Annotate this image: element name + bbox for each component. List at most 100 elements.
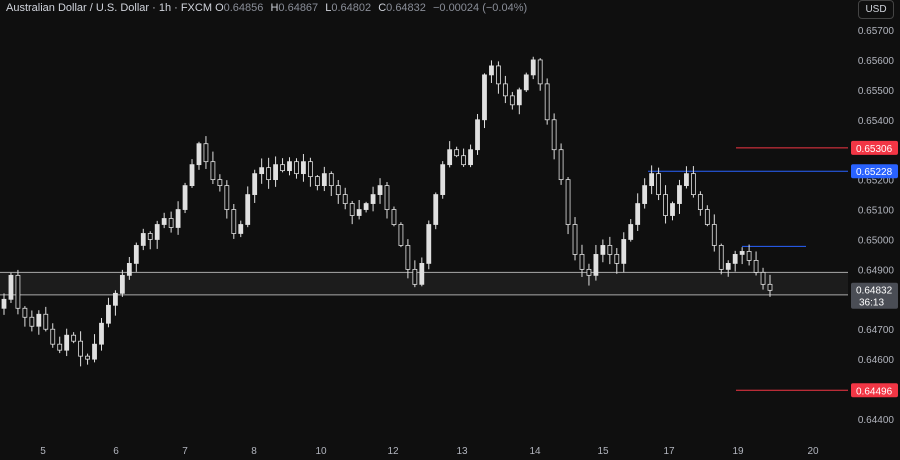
candle-body: [642, 185, 648, 204]
candle-body: [133, 245, 139, 264]
candle-body: [593, 254, 599, 276]
candle-body: [106, 304, 111, 324]
candle-body: [231, 209, 237, 234]
candle-body: [412, 268, 418, 285]
candle-body: [454, 149, 460, 157]
high-value: 0.64867: [278, 2, 319, 14]
candle-body: [760, 271, 766, 285]
candle-body: [537, 59, 543, 85]
candle-body: [307, 161, 313, 178]
candle-body: [426, 224, 432, 264]
chart-legend: Australian Dollar / U.S. Dollar · 1h · F…: [6, 2, 531, 14]
close-label: C: [378, 2, 387, 14]
candle-body: [572, 224, 578, 255]
candle-body: [36, 313, 42, 327]
candle-body: [182, 185, 188, 210]
candle-body: [196, 143, 202, 166]
candle-body: [71, 334, 77, 342]
y-tick-label: 0.64700: [858, 325, 895, 336]
candle-body: [732, 254, 738, 264]
x-tick-label: 13: [456, 446, 468, 457]
candle-body: [147, 233, 153, 240]
y-tick-label: 0.65200: [858, 176, 895, 187]
candle-body: [496, 65, 501, 85]
candle-body: [384, 185, 390, 210]
candle-body: [245, 194, 251, 225]
candle-body: [746, 251, 752, 261]
axis-layer: 0.657000.656000.655000.654000.653000.652…: [40, 26, 898, 457]
low-value: 0.64802: [331, 2, 372, 14]
candle-body: [57, 343, 63, 351]
candle-body: [210, 161, 216, 181]
candle-body: [175, 209, 181, 228]
candle-body: [1, 298, 7, 309]
candle-body: [99, 322, 104, 345]
open-label: O: [215, 2, 224, 14]
price-badge-label: 0.65228: [856, 167, 893, 178]
price-badge-label: 0.65306: [856, 144, 893, 155]
x-tick-label: 15: [597, 446, 609, 457]
y-tick-label: 0.64900: [858, 265, 895, 276]
high-label: H: [270, 2, 279, 14]
candle-body: [335, 185, 341, 195]
candle-body: [697, 194, 703, 210]
candle-body: [670, 203, 675, 216]
candle-body: [301, 161, 306, 175]
symbol-title: Australian Dollar / U.S. Dollar · 1h · F…: [6, 2, 212, 14]
candle-body: [544, 83, 550, 121]
candle-body: [767, 283, 773, 291]
candle-body: [398, 224, 404, 246]
candle-body: [718, 245, 724, 270]
price-badge-label: 0.64496: [856, 386, 893, 397]
candle-body: [419, 262, 425, 285]
candle-body: [377, 185, 383, 195]
x-tick-label: 12: [387, 446, 399, 457]
candle-body: [161, 218, 167, 225]
candle-body: [356, 209, 362, 216]
candle-body: [475, 119, 480, 151]
candle-body: [600, 245, 606, 255]
currency-button[interactable]: USD: [858, 0, 894, 19]
candle-body: [15, 274, 21, 309]
candle-body: [468, 149, 473, 166]
candle-body: [119, 274, 125, 294]
candle-body: [78, 340, 83, 357]
candle-body: [530, 59, 536, 76]
candle-body: [363, 203, 369, 210]
candle-body: [607, 245, 613, 255]
candle-body: [259, 167, 265, 175]
candle-body: [92, 343, 97, 360]
candle-body: [8, 274, 14, 300]
candle-body: [691, 173, 696, 195]
price-badge-current: [851, 282, 898, 309]
x-tick-label: 7: [182, 446, 188, 457]
price-badge-red: [851, 383, 898, 398]
candle-body: [440, 164, 446, 195]
x-tick-label: 8: [251, 446, 257, 457]
candle-body: [579, 254, 585, 270]
candle-body: [502, 83, 508, 97]
candle-body: [238, 224, 244, 234]
candle-body: [704, 209, 710, 225]
candle-body: [154, 224, 160, 240]
candle-body: [461, 155, 467, 166]
candle-body: [725, 262, 731, 270]
candle-body: [635, 203, 641, 225]
candle-body: [314, 176, 320, 187]
low-label: L: [325, 2, 332, 14]
candle-body: [677, 185, 682, 204]
close-value: 0.64832: [386, 2, 426, 14]
candle-body: [43, 313, 49, 330]
candle-body: [287, 161, 292, 172]
price-badge-blue: [851, 164, 898, 179]
y-tick-label: 0.64600: [858, 355, 895, 366]
candle-body: [321, 173, 327, 186]
y-tick-label: 0.65000: [858, 235, 895, 246]
candle-body: [280, 164, 285, 172]
y-tick-label: 0.65400: [858, 116, 895, 127]
candle-body: [189, 164, 195, 186]
candle-body: [252, 173, 258, 195]
candle-body: [203, 143, 209, 163]
candle-body: [29, 316, 35, 327]
